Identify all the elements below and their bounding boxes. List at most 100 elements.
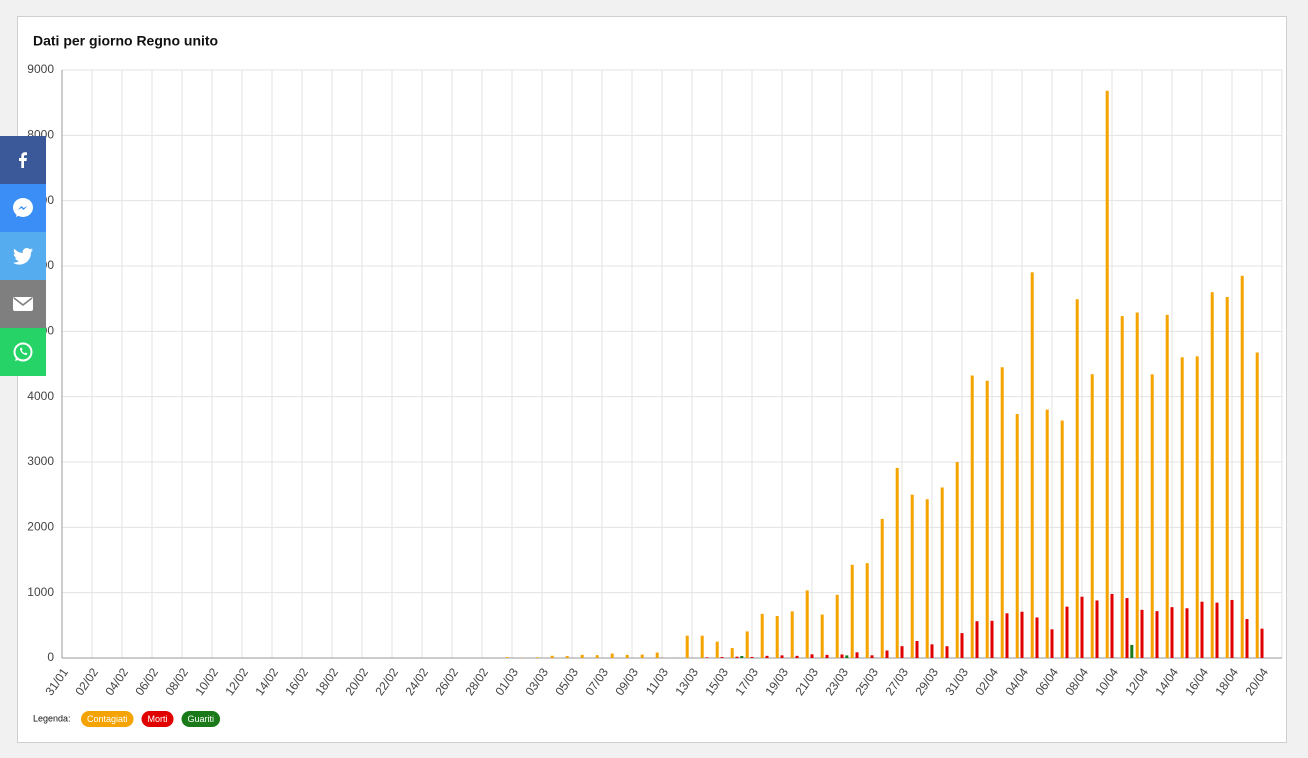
bar — [750, 656, 754, 658]
bar — [1090, 374, 1094, 658]
bar — [780, 655, 784, 658]
y-tick-label: 3000 — [27, 454, 54, 468]
bar — [1255, 352, 1259, 658]
bar — [925, 499, 929, 658]
bar — [740, 656, 744, 658]
messenger-icon — [13, 198, 33, 217]
legend-label: Guariti — [188, 714, 215, 724]
bar — [805, 590, 809, 658]
bar — [870, 655, 874, 658]
bar — [1005, 613, 1009, 658]
twitter-icon — [13, 248, 33, 265]
facebook-icon — [19, 152, 27, 168]
bar — [1230, 599, 1234, 658]
bar — [1000, 367, 1004, 658]
x-tick-label: 04/04 — [1002, 665, 1031, 698]
bar — [1260, 628, 1264, 658]
legend-label: Morti — [148, 714, 168, 724]
bar — [1105, 90, 1109, 659]
bar — [985, 380, 989, 658]
bar — [1155, 611, 1159, 658]
bar — [565, 656, 569, 658]
email-icon — [13, 297, 33, 311]
email-button[interactable] — [0, 280, 46, 328]
x-tick-label: 08/02 — [162, 665, 191, 698]
messenger-button[interactable] — [0, 184, 46, 232]
bar — [895, 467, 899, 658]
bar — [990, 620, 994, 658]
bar — [885, 650, 889, 658]
x-tick-label: 06/02 — [132, 665, 161, 698]
x-tick-label: 15/03 — [702, 665, 731, 698]
x-tick-label: 08/04 — [1062, 665, 1091, 698]
x-tick-label: 22/02 — [372, 665, 401, 698]
bar — [840, 654, 844, 658]
bar — [850, 564, 854, 658]
bar — [705, 657, 709, 658]
bar — [1075, 299, 1079, 658]
twitter-button[interactable] — [0, 232, 46, 280]
legend-item: Contagiati — [81, 711, 134, 727]
x-tick-label: 01/03 — [492, 665, 521, 698]
bar — [595, 655, 599, 658]
chart-card — [17, 16, 1287, 743]
bar — [720, 657, 724, 658]
facebook-button[interactable] — [0, 136, 46, 184]
bar — [940, 487, 944, 658]
bar — [550, 655, 554, 658]
x-tick-label: 26/02 — [432, 665, 461, 698]
bar — [1130, 644, 1134, 658]
bar — [900, 646, 904, 658]
legend-item: Morti — [141, 711, 174, 727]
whatsapp-button[interactable] — [0, 328, 46, 376]
bar — [1185, 608, 1189, 658]
legend-item: Guariti — [181, 711, 221, 727]
bar — [1180, 357, 1184, 658]
legend-pill — [141, 711, 174, 727]
bar — [915, 641, 919, 658]
bar — [1140, 609, 1144, 658]
bar — [810, 654, 814, 658]
x-tick-label: 31/03 — [942, 665, 971, 698]
x-tick-label: 10/02 — [192, 665, 221, 698]
x-tick-label: 27/03 — [882, 665, 911, 698]
x-tick-label: 24/02 — [402, 665, 431, 698]
x-tick-label: 10/04 — [1092, 665, 1121, 698]
bar — [795, 655, 799, 658]
bar — [835, 594, 839, 658]
y-tick-label: 0 — [47, 650, 54, 664]
bar — [1120, 316, 1124, 658]
x-tick-label: 06/04 — [1032, 665, 1061, 698]
bar — [1165, 314, 1169, 658]
bar — [775, 615, 779, 658]
x-tick-label: 21/03 — [792, 665, 821, 698]
x-tick-label: 02/04 — [972, 665, 1001, 698]
x-tick-label: 31/01 — [42, 665, 71, 698]
bar — [975, 621, 979, 658]
bar — [1225, 296, 1229, 658]
x-tick-label: 25/03 — [852, 665, 881, 698]
x-tick-label: 20/04 — [1242, 665, 1271, 698]
bar — [1065, 606, 1069, 658]
bar — [1015, 413, 1019, 658]
bar — [1050, 629, 1054, 658]
bar — [930, 644, 934, 658]
bar — [1060, 420, 1064, 658]
x-tick-label: 29/03 — [912, 665, 941, 698]
bar — [1030, 272, 1034, 658]
x-tick-label: 23/03 — [822, 665, 851, 698]
bar — [970, 375, 974, 658]
y-tick-label: 4000 — [27, 389, 54, 403]
x-tick-label: 20/02 — [342, 665, 371, 698]
x-tick-label: 03/03 — [522, 665, 551, 698]
bar — [1150, 374, 1154, 658]
bar — [1245, 619, 1249, 658]
bar — [535, 657, 539, 658]
bar — [1200, 601, 1204, 658]
bar — [580, 654, 584, 658]
x-tick-label: 28/02 — [462, 665, 491, 698]
bar — [825, 654, 829, 658]
bar — [745, 631, 749, 658]
bar — [955, 462, 959, 658]
